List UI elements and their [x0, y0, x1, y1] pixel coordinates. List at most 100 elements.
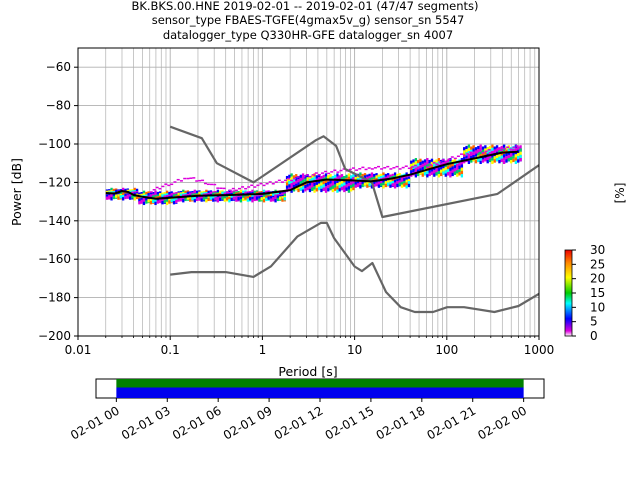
heat-cell: [269, 192, 273, 196]
outlier-cell: [250, 184, 254, 187]
heat-cell: [347, 182, 351, 187]
outlier-cell: [435, 163, 439, 165]
heat-cell: [322, 174, 325, 179]
heat-cell: [202, 197, 206, 201]
heat-cell: [177, 192, 180, 196]
outlier-cell: [237, 187, 241, 190]
heat-cell: [519, 151, 522, 155]
heat-cell: [405, 185, 408, 189]
heat-cell: [262, 189, 266, 193]
heat-cell: [359, 177, 362, 181]
heat-cell: [184, 190, 187, 194]
heat-cell: [288, 181, 291, 185]
x-tick-label: 1000: [524, 343, 555, 357]
outlier-cell: [179, 180, 183, 182]
heat-cell: [299, 177, 302, 182]
heat-cell: [110, 197, 113, 201]
heat-cell: [163, 199, 166, 204]
heat-cell: [172, 194, 176, 198]
heat-cell: [407, 181, 411, 185]
heat-cell: [391, 180, 394, 185]
outlier-cell: [453, 157, 457, 160]
heat-cell: [140, 198, 143, 202]
heat-cell: [467, 160, 471, 165]
heat-cell: [336, 179, 339, 184]
heat-cell: [380, 183, 383, 187]
heat-cell: [177, 198, 180, 202]
heat-cell: [481, 152, 485, 157]
heat-cell: [313, 182, 316, 187]
heat-cell: [467, 154, 471, 158]
heat-cell: [446, 165, 450, 169]
heat-cell: [338, 188, 341, 192]
heat-cell: [366, 184, 369, 188]
heat-cell: [350, 188, 353, 192]
heat-cell: [105, 194, 109, 198]
heat-cell: [182, 199, 185, 203]
heat-cell: [205, 196, 208, 201]
heat-cell: [313, 176, 316, 180]
timeline-tick-label: 02-01 12: [272, 403, 326, 442]
heat-cell: [175, 192, 178, 196]
heat-cell: [299, 187, 302, 191]
outlier-cell: [320, 172, 324, 174]
heat-cell: [356, 180, 360, 185]
x-tick-label: 10: [347, 343, 362, 357]
heat-cell: [269, 198, 273, 202]
heat-cell: [352, 177, 355, 181]
heat-cell: [156, 191, 160, 196]
heat-cell: [477, 145, 480, 150]
outlier-cell: [244, 187, 248, 190]
heat-cell: [311, 187, 314, 191]
heat-cell: [470, 152, 473, 157]
heat-cell: [117, 196, 120, 200]
heat-cell: [382, 172, 385, 176]
outlier-cell: [370, 168, 374, 170]
heat-cell: [340, 174, 344, 178]
heat-cell: [163, 192, 166, 196]
heat-cell: [347, 189, 351, 193]
heat-cell: [274, 199, 277, 203]
heat-cell: [232, 191, 236, 195]
heat-cell: [386, 182, 390, 186]
heat-cell: [373, 173, 376, 178]
heat-cell: [223, 198, 226, 202]
heat-cell: [451, 166, 454, 170]
heat-cell: [470, 146, 473, 150]
heat-cell: [412, 159, 415, 163]
heat-cell: [347, 176, 351, 180]
heat-cell: [297, 179, 300, 183]
heat-cell: [382, 179, 385, 183]
heat-cell: [517, 159, 520, 163]
outlier-cell: [324, 170, 328, 173]
heat-cell: [253, 190, 256, 194]
heat-cell: [329, 174, 332, 178]
heat-cell: [507, 158, 511, 162]
heat-cell: [373, 176, 376, 180]
outlier-cell: [327, 172, 331, 175]
heat-cell: [154, 199, 157, 203]
heat-cell: [258, 198, 261, 202]
heat-cell: [398, 182, 401, 186]
heat-cell: [133, 194, 136, 199]
heat-cell: [279, 196, 282, 200]
outlier-cell: [210, 183, 214, 186]
heat-cell: [340, 177, 344, 181]
heat-cell: [449, 167, 452, 171]
colorbar-tick-label: 15: [590, 286, 605, 300]
heat-cell: [440, 172, 443, 177]
heat-cell: [486, 156, 489, 161]
heat-cell: [465, 149, 468, 153]
heat-cell: [170, 193, 173, 197]
timeline-tick-label: 02-01 21: [425, 403, 479, 442]
outlier-cell: [317, 173, 321, 176]
heat-cell: [493, 149, 496, 154]
heat-cell: [361, 181, 364, 185]
heat-cell: [517, 156, 520, 160]
heat-cell: [216, 196, 220, 201]
heat-cell: [301, 186, 305, 190]
heat-cell: [519, 154, 522, 159]
heat-cell: [249, 197, 252, 201]
